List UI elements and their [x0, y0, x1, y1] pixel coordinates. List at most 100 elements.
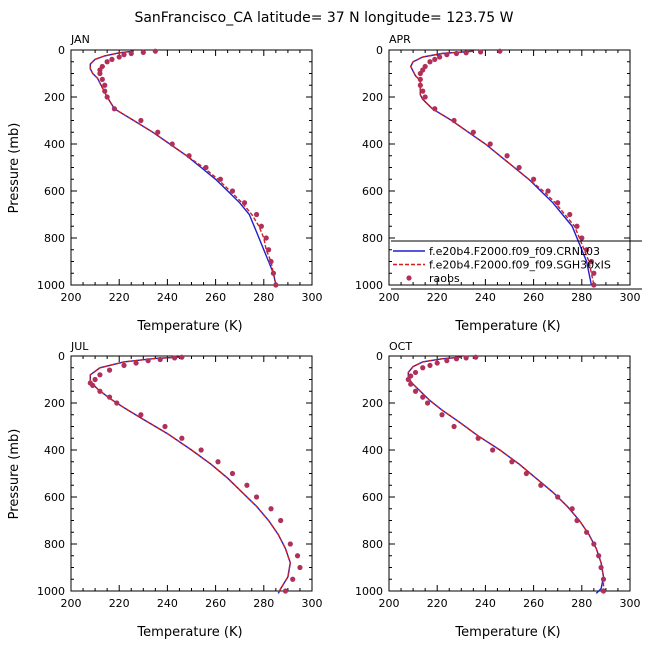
- raob-point: [596, 553, 602, 559]
- raob-point: [90, 382, 96, 388]
- raob-point: [278, 517, 284, 524]
- raob-point: [453, 356, 460, 362]
- raob-point: [432, 106, 438, 112]
- raob-point: [106, 394, 113, 400]
- x-tick-label: 200: [61, 291, 82, 304]
- y-tick-label: 0: [376, 44, 383, 57]
- y-tick-label: 200: [44, 91, 65, 104]
- raob-point: [179, 354, 185, 360]
- series-line-sgh30xis: [407, 356, 605, 594]
- raob-point: [420, 88, 426, 94]
- raob-point: [268, 258, 274, 265]
- raob-point: [229, 188, 236, 194]
- x-tick-label: 240: [475, 291, 496, 304]
- raob-point: [241, 200, 248, 206]
- raob-point: [217, 176, 224, 182]
- x-tick-label: 280: [571, 291, 592, 304]
- y-tick-label: 600: [362, 185, 383, 198]
- raob-point: [420, 394, 426, 400]
- raob-point: [569, 506, 575, 512]
- x-tick-label: 280: [253, 597, 274, 610]
- series-line-sgh30xis: [89, 50, 277, 286]
- raob-point: [427, 59, 433, 65]
- raob-point: [531, 176, 537, 182]
- x-tick-label: 220: [427, 597, 448, 610]
- raob-point: [427, 362, 433, 368]
- raob-point: [92, 376, 98, 383]
- raob-point: [487, 141, 493, 147]
- raob-point: [169, 141, 175, 147]
- y-tick-label: 200: [362, 397, 383, 410]
- raob-point: [198, 447, 204, 453]
- x-tick-label: 240: [157, 597, 178, 610]
- raob-point: [555, 494, 561, 500]
- x-axis-label: Temperature (K): [136, 625, 242, 640]
- raob-point: [109, 56, 115, 63]
- y-tick-label: 400: [44, 444, 65, 457]
- raob-point: [412, 369, 419, 376]
- raob-point: [116, 54, 122, 60]
- raob-point: [133, 360, 139, 366]
- raob-point: [598, 564, 604, 571]
- raob-point: [266, 247, 272, 253]
- y-tick-label: 200: [362, 91, 383, 104]
- y-tick-label: 1000: [355, 279, 383, 292]
- raob-point: [591, 541, 597, 547]
- panel-apr: APR Temperature (K) 200 220 240 260 280 300 0 2…: [355, 33, 642, 334]
- raob-point: [434, 360, 440, 366]
- x-tick-label: 260: [205, 291, 226, 304]
- raob-point: [270, 270, 277, 276]
- raob-point: [138, 117, 144, 124]
- y-tick-label: 0: [58, 44, 65, 57]
- raob-point: [523, 470, 529, 477]
- raob-point: [97, 372, 103, 378]
- raob-point: [104, 94, 110, 100]
- raob-point: [253, 494, 260, 500]
- x-axis-label: Temperature (K): [136, 319, 242, 334]
- raob-point: [121, 52, 127, 58]
- y-tick-label: 800: [44, 538, 65, 551]
- raob-point: [453, 50, 460, 57]
- y-tick-label: 1000: [355, 585, 383, 598]
- x-tick-label: 200: [61, 597, 82, 610]
- raob-point: [591, 282, 597, 288]
- panel-jan: JAN Temperature (K) Pressure (mb) 200 220…: [7, 33, 323, 334]
- panel-oct: OCT Temperature (K) 200 220 240 260 280 300 0 2…: [355, 340, 641, 640]
- raob-point: [497, 48, 503, 54]
- raob-point: [538, 482, 544, 488]
- y-tick-label: 800: [362, 232, 383, 245]
- x-tick-label: 300: [620, 597, 641, 610]
- raob-point: [417, 82, 423, 88]
- raob-point: [258, 223, 264, 229]
- raob-point: [600, 588, 607, 594]
- raob-point: [516, 164, 522, 171]
- raob-point: [111, 106, 117, 112]
- raob-point: [444, 358, 450, 364]
- plot-frame: [388, 355, 631, 592]
- raob-point: [294, 553, 301, 559]
- raob-point: [273, 282, 279, 288]
- raob-point: [172, 355, 178, 361]
- y-axis-label: Pressure (mb): [7, 429, 22, 520]
- raob-point: [157, 356, 163, 363]
- raob-point: [574, 223, 580, 229]
- y-tick-label: 600: [362, 491, 383, 504]
- raob-point: [424, 400, 431, 406]
- raob-point: [417, 76, 423, 82]
- y-tick-label: 600: [44, 185, 65, 198]
- raob-point: [451, 423, 457, 430]
- raob-point: [473, 354, 479, 360]
- raob-point: [504, 153, 510, 159]
- panel-name: OCT: [389, 340, 412, 353]
- y-tick-label: 600: [44, 491, 65, 504]
- x-tick-label: 200: [379, 597, 400, 610]
- series-line-crnl03: [407, 356, 605, 594]
- raob-point: [412, 388, 419, 394]
- raob-point: [128, 50, 134, 57]
- y-tick-label: 400: [362, 138, 383, 151]
- y-tick-label: 1000: [37, 585, 65, 598]
- panel-jul: JUL Temperature (K) Pressure (mb) 200 220…: [7, 340, 323, 640]
- legend-label: f.e20b4.F2000.f09_f09.SGH30xIS: [429, 259, 611, 272]
- raob-point: [451, 117, 457, 124]
